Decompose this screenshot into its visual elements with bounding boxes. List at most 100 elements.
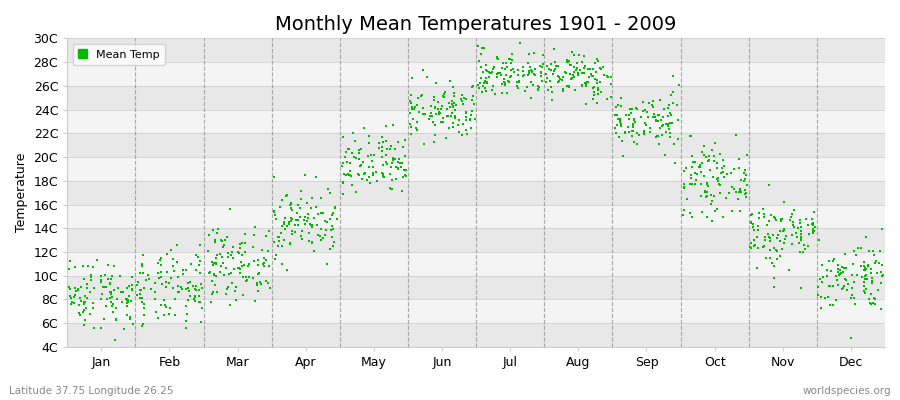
Point — [235, 252, 249, 258]
Point — [832, 272, 847, 278]
Point — [272, 234, 286, 240]
Point — [336, 179, 350, 185]
Point — [731, 196, 745, 202]
Point — [478, 78, 492, 84]
Point — [555, 74, 570, 81]
Point — [136, 252, 150, 258]
Point — [302, 215, 316, 221]
Point — [857, 279, 871, 286]
Point — [579, 100, 593, 107]
Point — [665, 119, 680, 126]
Point — [590, 100, 604, 106]
Point — [711, 175, 725, 182]
Point — [716, 157, 730, 164]
Point — [861, 296, 876, 302]
Point — [684, 175, 698, 182]
Point — [676, 212, 690, 218]
Point — [230, 297, 244, 303]
Point — [120, 300, 134, 306]
Point — [262, 228, 276, 234]
Point — [710, 176, 724, 182]
Point — [854, 274, 868, 280]
Point — [562, 62, 577, 68]
Point — [379, 138, 393, 144]
Bar — [68, 133, 885, 157]
Point — [326, 243, 340, 249]
Point — [476, 82, 491, 89]
Point — [412, 109, 427, 116]
Point — [374, 169, 389, 176]
Point — [62, 293, 77, 300]
Point — [479, 79, 493, 86]
Point — [700, 181, 715, 187]
Point — [561, 59, 575, 65]
Point — [775, 216, 789, 223]
Point — [767, 214, 781, 220]
Point — [680, 196, 694, 202]
Point — [237, 262, 251, 269]
Point — [397, 152, 411, 159]
Point — [739, 194, 753, 200]
Point — [436, 114, 450, 121]
Point — [252, 270, 266, 276]
Point — [625, 128, 639, 134]
Point — [442, 100, 456, 106]
Point — [831, 268, 845, 275]
Point — [289, 216, 303, 223]
Point — [409, 104, 423, 110]
Point — [498, 66, 512, 72]
Point — [656, 114, 670, 120]
Point — [274, 196, 289, 203]
Point — [510, 66, 525, 73]
Point — [777, 226, 791, 232]
Point — [386, 155, 400, 161]
Point — [226, 243, 240, 250]
Point — [505, 51, 519, 57]
Point — [467, 116, 482, 122]
Point — [615, 138, 629, 144]
Point — [194, 281, 209, 287]
Point — [94, 324, 108, 331]
Point — [282, 219, 296, 226]
Point — [844, 334, 859, 341]
Point — [747, 236, 761, 243]
Point — [223, 206, 238, 212]
Point — [762, 234, 777, 241]
Point — [636, 131, 651, 137]
Point — [618, 130, 633, 136]
Point — [793, 248, 807, 255]
Point — [338, 172, 353, 178]
Point — [336, 134, 350, 140]
Point — [499, 59, 513, 66]
Point — [132, 291, 147, 297]
Point — [661, 121, 675, 128]
Point — [150, 270, 165, 276]
Point — [389, 164, 403, 170]
Point — [767, 283, 781, 290]
Point — [135, 263, 149, 269]
Point — [622, 129, 636, 135]
Point — [534, 63, 548, 70]
Point — [362, 140, 376, 146]
Point — [847, 248, 861, 254]
Point — [590, 77, 604, 84]
Point — [98, 272, 112, 278]
Point — [80, 294, 94, 301]
Point — [500, 64, 514, 70]
Point — [285, 216, 300, 222]
Point — [267, 174, 282, 180]
Point — [641, 114, 655, 120]
Point — [256, 255, 271, 262]
Point — [426, 118, 440, 125]
Point — [167, 268, 182, 274]
Point — [612, 133, 626, 140]
Title: Monthly Mean Temperatures 1901 - 2009: Monthly Mean Temperatures 1901 - 2009 — [275, 15, 677, 34]
Point — [210, 252, 224, 258]
Point — [271, 243, 285, 249]
Point — [285, 228, 300, 234]
Point — [816, 274, 831, 280]
Point — [591, 91, 606, 97]
Point — [436, 119, 450, 126]
Point — [79, 281, 94, 287]
Point — [122, 314, 137, 320]
